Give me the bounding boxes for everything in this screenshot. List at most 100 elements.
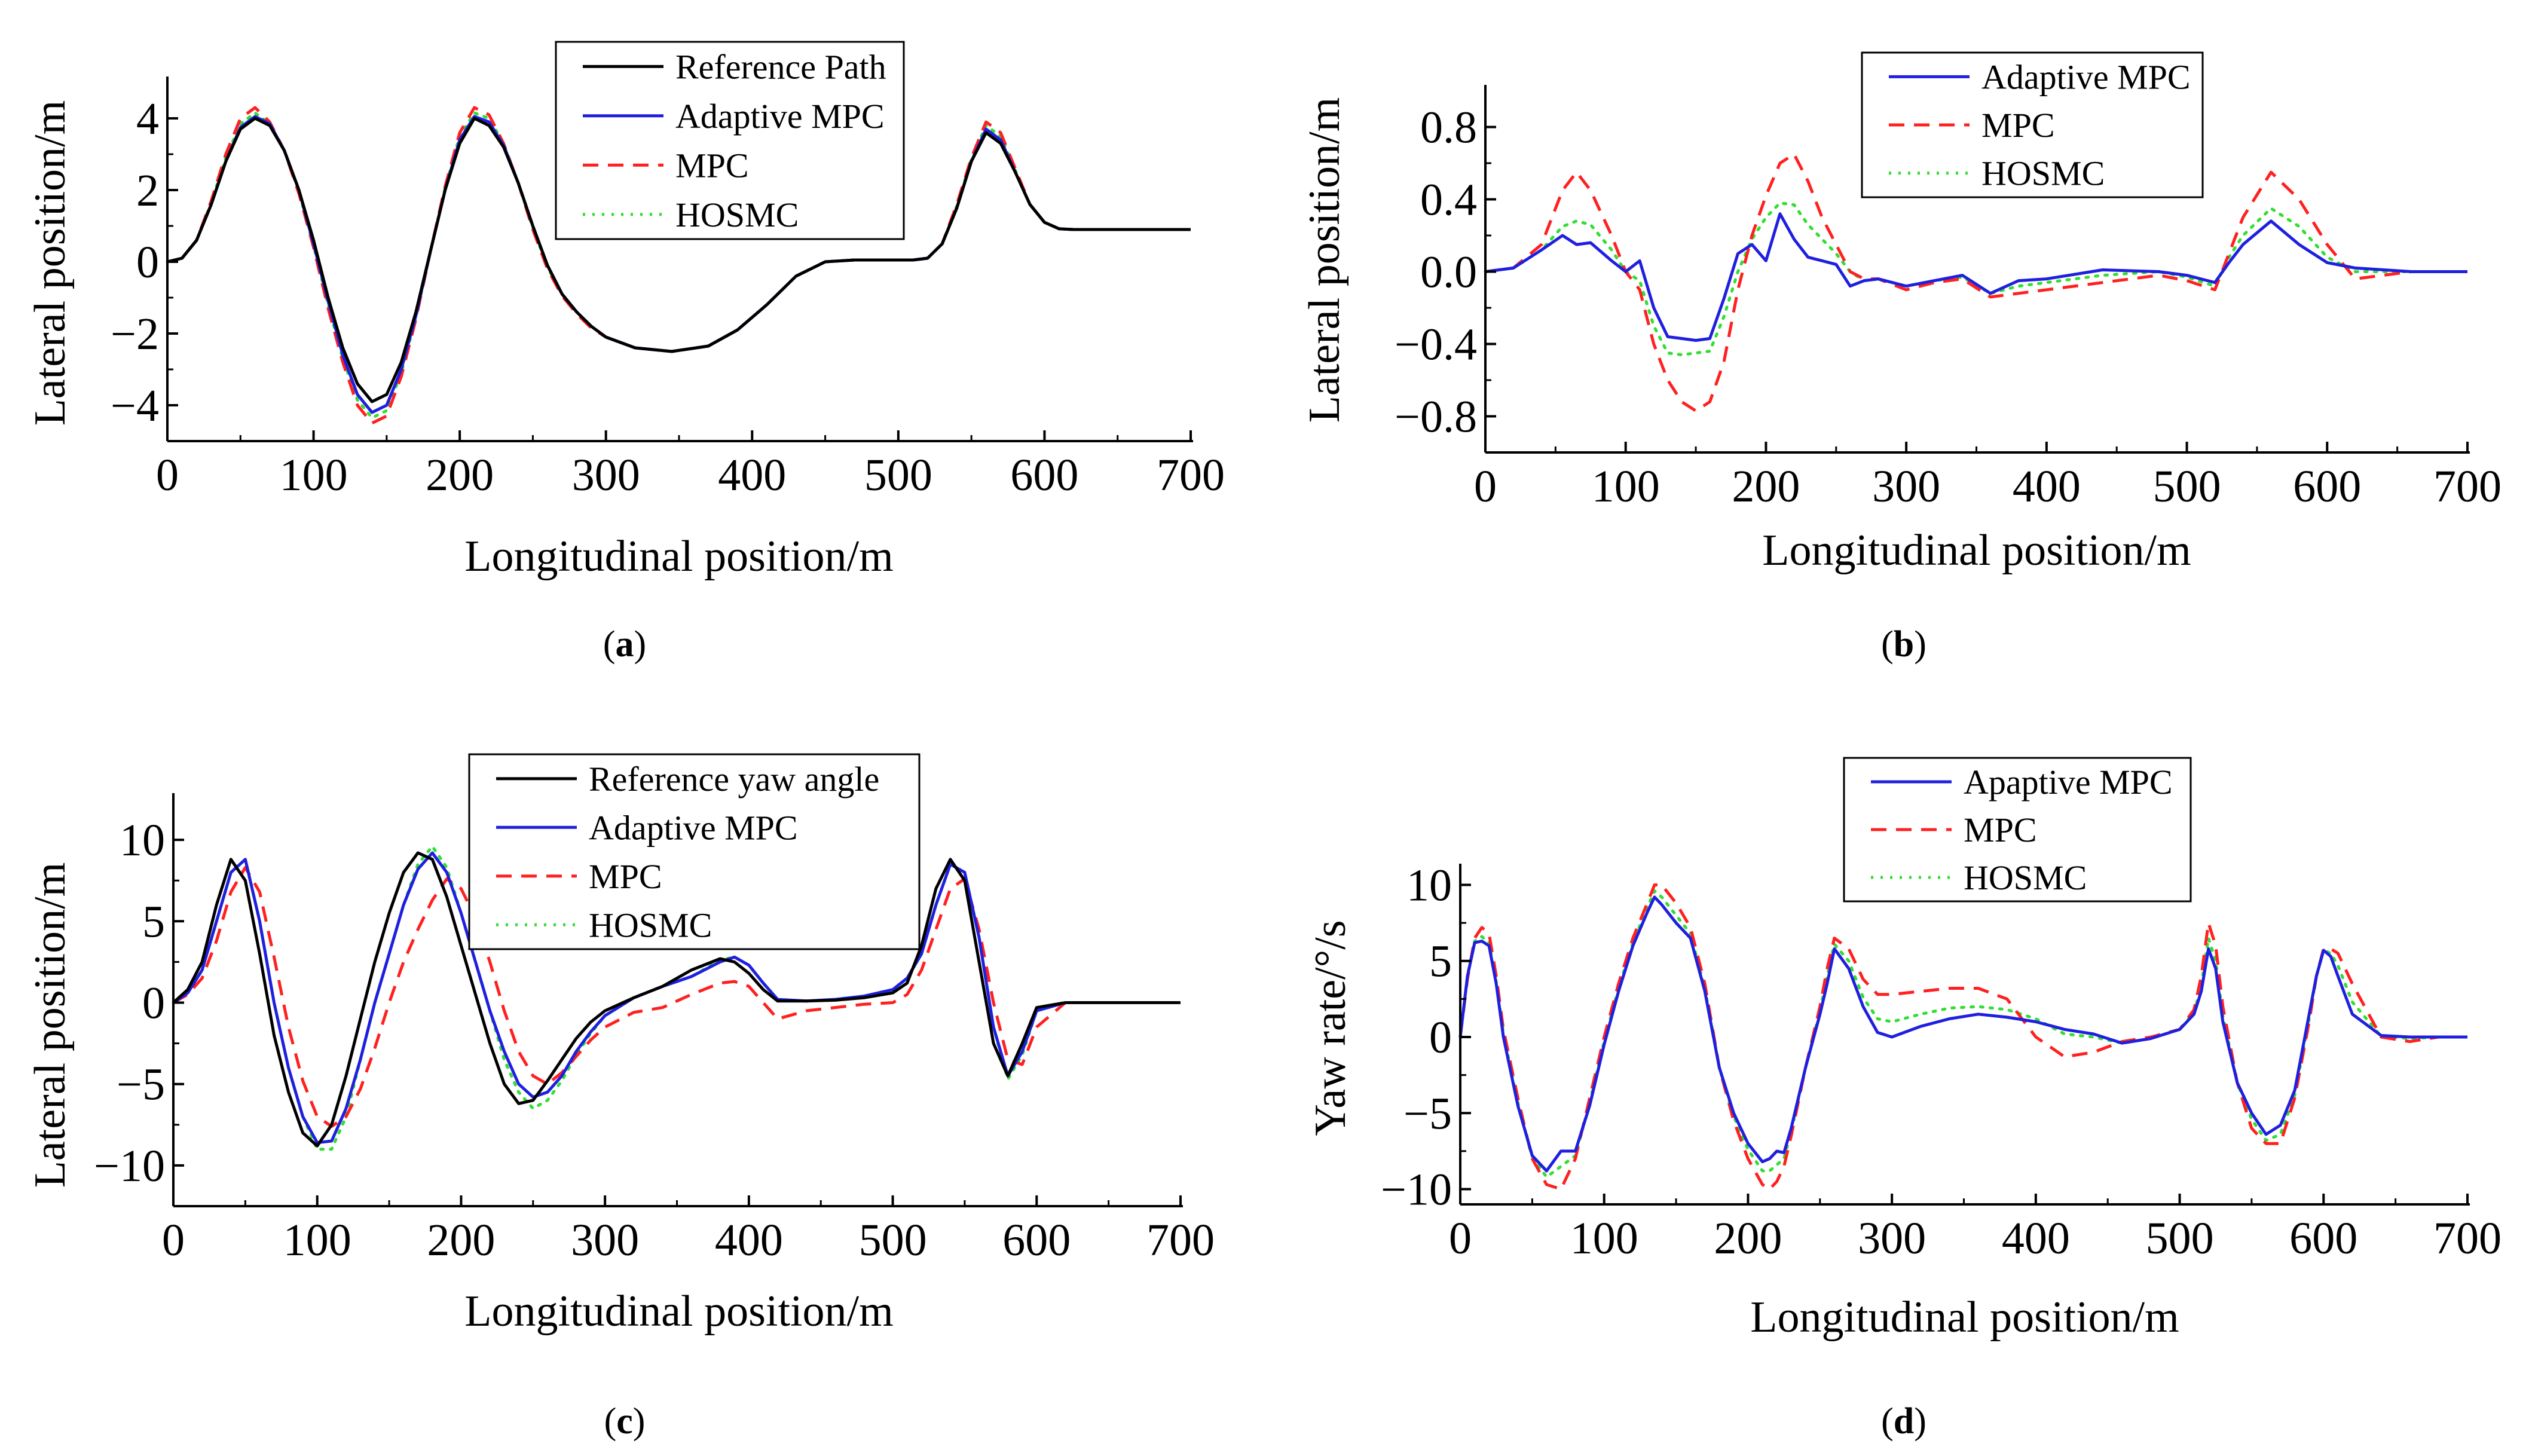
- y-tick-label: −5: [117, 1060, 165, 1110]
- legend-label: Adaptive MPC: [675, 97, 885, 136]
- panel-d-data-lines: [1458, 883, 2469, 1191]
- panel-c: 0 100 200 300 400 500 600 700 −10 −5 0 5 10 Longitud…: [26, 753, 1215, 1442]
- x-tick-label: 300: [1858, 1213, 1926, 1264]
- series-line-hosmc: [1458, 889, 2469, 1179]
- x-tick-label: 500: [864, 450, 932, 500]
- x-tick-label: 200: [427, 1215, 495, 1265]
- y-tick-label: 2: [136, 166, 159, 216]
- x-tick-label: 300: [572, 450, 640, 500]
- panel-b-caption-letter: b: [1894, 624, 1914, 665]
- panel-a-caption-letter: a: [616, 624, 634, 665]
- x-tick-label: 300: [571, 1215, 639, 1265]
- panel-a: 0 100 200 300 400 500 600 700 −4 −2 0 2 4 Longitudin…: [26, 41, 1225, 665]
- y-tick-label: 10: [1406, 860, 1452, 910]
- x-tick-label: 700: [2433, 461, 2502, 512]
- panel-c-data-lines: [172, 845, 1182, 1151]
- x-tick-label: 0: [1474, 461, 1497, 512]
- panel-c-caption: (c): [604, 1401, 646, 1442]
- y-tick-label: −4: [111, 381, 159, 431]
- x-tick-label: 400: [2002, 1213, 2070, 1264]
- panel-d-y-label: Yaw rate/°/s: [1306, 920, 1355, 1136]
- legend-label: Apaptive MPC: [1964, 763, 2173, 802]
- x-tick-label: 0: [156, 450, 179, 500]
- panel-a-data-lines: [166, 106, 1192, 425]
- x-tick-label: 300: [1872, 461, 1940, 512]
- panel-b: 0 100 200 300 400 500 600 700−0.8−0.40.00.40.8 …: [1300, 51, 2502, 665]
- y-tick-label: 4: [136, 94, 159, 144]
- legend-label: HOSMC: [1964, 858, 2087, 897]
- legend-label: HOSMC: [675, 195, 799, 234]
- x-tick-label: 100: [1592, 461, 1660, 512]
- series-line-mpc: [1458, 883, 2467, 1191]
- panel-d-axes: 0 100 200 300 400 500 600 700 −10 −5 0 5 10: [1381, 860, 2502, 1264]
- y-tick-label: −10: [1381, 1165, 1452, 1215]
- legend-label: Reference Path: [675, 47, 886, 86]
- y-tick-label: 0.4: [1420, 175, 1477, 225]
- x-tick-label: 600: [1010, 450, 1078, 500]
- series-line-reference: [172, 851, 1181, 1148]
- series-line-adaptive: [172, 851, 1181, 1145]
- panel-a-y-label: Lateral position/m: [26, 100, 75, 426]
- x-tick-label: 200: [1714, 1213, 1782, 1264]
- panel-d-caption: (d): [1881, 1401, 1926, 1442]
- y-tick-label: 0: [1429, 1013, 1452, 1063]
- panel-d-caption-letter: d: [1894, 1401, 1914, 1442]
- legend-label: Adaptive MPC: [1981, 57, 2191, 96]
- legend-box: [555, 41, 905, 240]
- panel-a-axes: 0 100 200 300 400 500 600 700 −4 −2 0 2 4: [111, 77, 1225, 500]
- y-tick-label: −0.4: [1395, 320, 1477, 370]
- legend-label: Reference yaw angle: [589, 760, 879, 799]
- panel-b-caption: (b): [1881, 624, 1926, 665]
- legend-label: MPC: [1981, 106, 2055, 145]
- x-tick-label: 0: [1449, 1213, 1472, 1264]
- series-line-adaptive: [1458, 895, 2467, 1173]
- y-tick-label: 10: [120, 815, 165, 865]
- panel-a-legend: Reference Path Adaptive MPC MPC HOSMC: [555, 41, 905, 240]
- x-tick-label: 600: [2289, 1213, 2357, 1264]
- legend-label: MPC: [1964, 810, 2037, 849]
- series-line-mpc: [1485, 152, 2467, 412]
- panel-d-x-label: Longitudinal position/m: [1750, 1293, 2179, 1342]
- x-tick-label: 500: [859, 1215, 927, 1265]
- panel-b-axes: 0 100 200 300 400 500 600 700 −0.8 −0.4 0.0 0.4 0.8: [1395, 85, 2502, 512]
- panel-c-caption-letter: c: [616, 1401, 633, 1442]
- panel-d: 0 100 200 300 400 500 600 700 −10 −5 0 5 10 Longitud…: [1306, 757, 2502, 1442]
- x-tick-label: 600: [2293, 461, 2361, 512]
- x-tick-label: 400: [2013, 461, 2081, 512]
- x-tick-label: 400: [718, 450, 786, 500]
- legend-label: HOSMC: [589, 906, 712, 944]
- y-tick-label: −0.8: [1395, 392, 1477, 442]
- panel-a-x-label: Longitudinal position/m: [464, 532, 893, 581]
- series-line-hosmc: [1484, 201, 2469, 357]
- y-tick-label: 5: [1429, 937, 1452, 987]
- legend-label: MPC: [675, 146, 749, 185]
- x-tick-label: 600: [1002, 1215, 1071, 1265]
- y-tick-label: 5: [142, 897, 165, 947]
- legend-label: Adaptive MPC: [589, 808, 798, 847]
- x-tick-label: 100: [1570, 1213, 1638, 1264]
- panel-b-x-label: Longitudinal position/m: [1762, 526, 2191, 575]
- panel-c-legend: Reference yaw angle Adaptive MPC MPC HOSMC: [468, 753, 921, 950]
- panel-c-axes: 0 100 200 300 400 500 600 700 −10 −5 0 5 10: [94, 793, 1215, 1265]
- x-tick-label: 700: [1157, 450, 1225, 500]
- x-tick-label: 500: [2146, 1213, 2214, 1264]
- legend-label: HOSMC: [1981, 154, 2105, 193]
- x-tick-label: 500: [2153, 461, 2221, 512]
- panel-a-caption: (a): [603, 624, 646, 665]
- legend-box: [468, 753, 921, 950]
- panel-c-y-label: Lateral position/m: [26, 862, 75, 1188]
- x-tick-label: 700: [2433, 1213, 2502, 1264]
- x-tick-label: 200: [1732, 461, 1800, 512]
- panel-c-x-label: Longitudinal position/m: [464, 1287, 893, 1336]
- y-tick-label: 0: [136, 237, 159, 287]
- y-tick-label: 0.0: [1420, 247, 1477, 298]
- y-tick-label: −5: [1403, 1088, 1452, 1139]
- panel-b-data-lines: [1484, 152, 2469, 412]
- x-tick-label: 0: [162, 1215, 185, 1265]
- y-tick-label: −10: [94, 1141, 165, 1191]
- y-tick-label: 0.8: [1420, 103, 1477, 153]
- x-tick-label: 700: [1146, 1215, 1215, 1265]
- legend-label: MPC: [589, 857, 662, 896]
- x-tick-label: 100: [280, 450, 348, 500]
